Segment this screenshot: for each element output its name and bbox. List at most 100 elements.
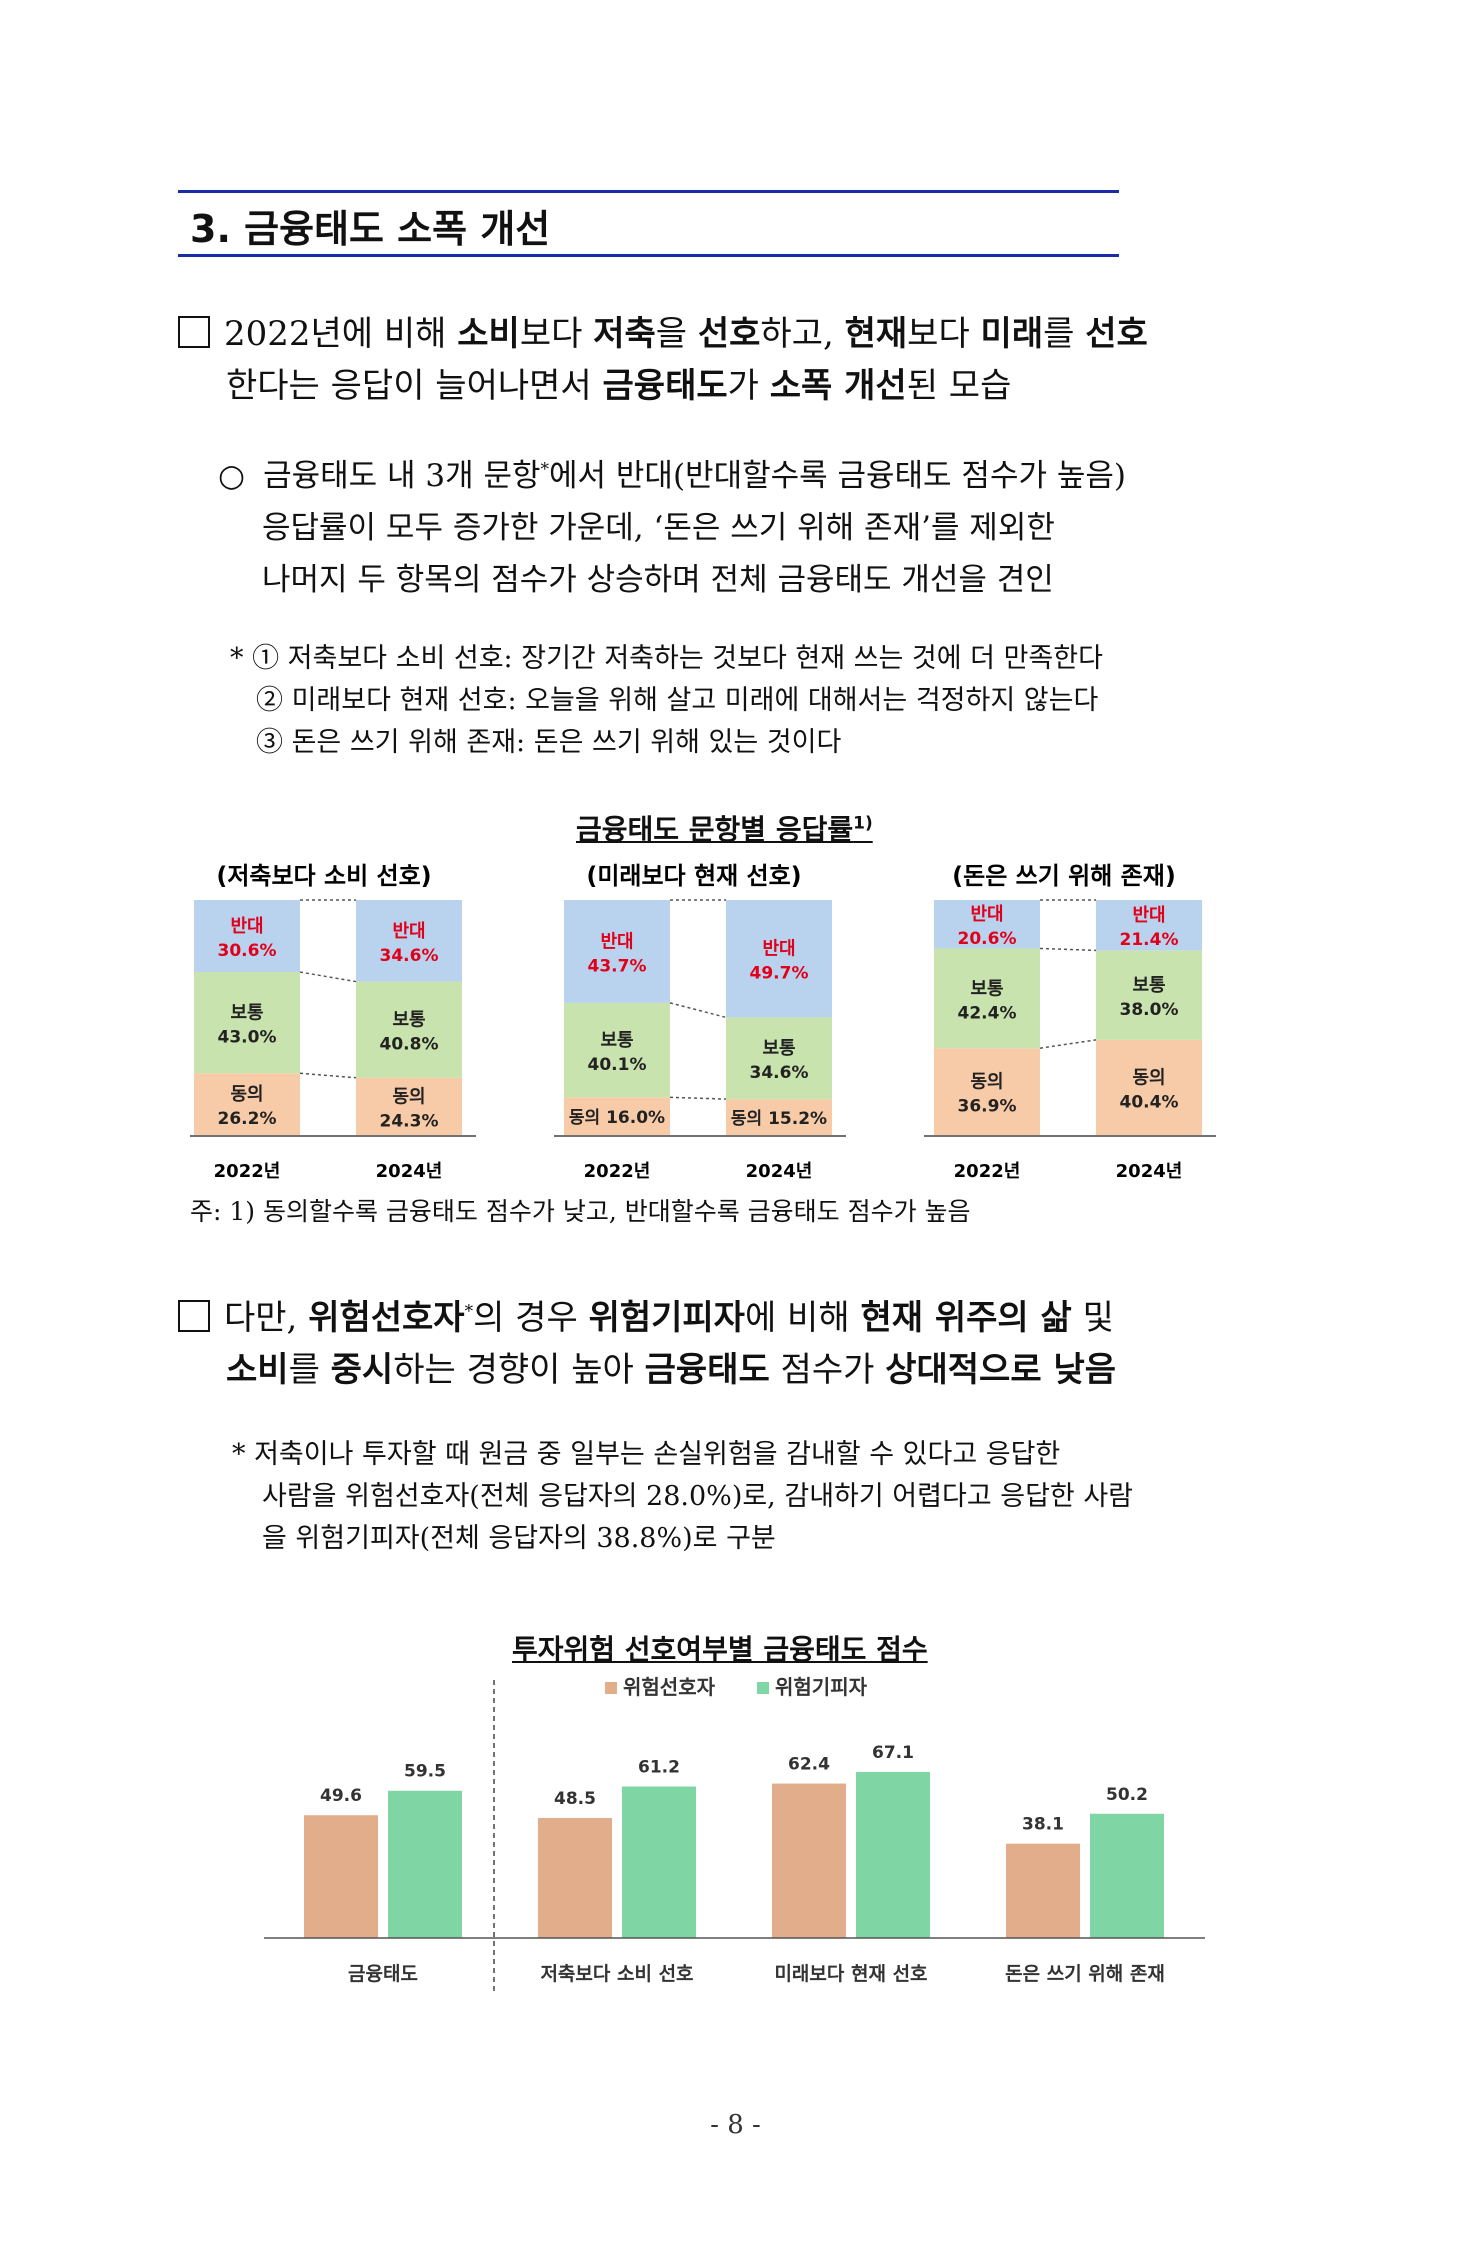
note2-line2: 사람을 위험선호자(전체 응답자의 28.0%)로, 감내하기 어렵다고 응답한… (262, 1481, 1134, 1512)
legend-label: 위험기피자 (775, 1675, 868, 1699)
x-tick-label: 2022년 (584, 1161, 651, 1182)
connector-line (669, 1096, 727, 1100)
x-tick-label: 금융태도 (348, 1963, 418, 1985)
bullet2-line1: 다만, 위험선호자*의 경우 위험기피자에 비해 현재 위주의 삶 및 (178, 1290, 1114, 1339)
x-tick-label: 2024년 (376, 1161, 443, 1182)
segment-name: 보통 (1132, 975, 1165, 996)
x-tick-label: 2024년 (1116, 1161, 1183, 1182)
bar-segment-보통 (194, 972, 300, 1074)
panel-title: (미래보다 현재 선호) (586, 862, 801, 890)
x-tick-label: 2022년 (214, 1161, 281, 1182)
bar-value-label: 67.1 (872, 1743, 914, 1763)
segment-value: 42.4% (958, 1003, 1017, 1023)
x-tick-label: 미래보다 현재 선호 (774, 1963, 927, 1985)
bullet1-line2: 한다는 응답이 늘어나면서 금융태도가 소폭 개선된 모습 (226, 366, 1012, 406)
segment-name: 반대 (762, 939, 795, 960)
bar-segment-반대 (1096, 900, 1202, 951)
bar-위험선호자 (538, 1817, 612, 1938)
segment-name: 반대 (970, 904, 1003, 925)
segment-value: 43.7% (588, 956, 647, 976)
connector-line (299, 971, 357, 983)
bar-segment-동의 (564, 1097, 670, 1135)
bar-value-label: 48.5 (554, 1789, 596, 1809)
bar-segment-보통 (356, 981, 462, 1078)
chart2-title: 투자위험 선호여부별 금융태도 점수 (512, 1633, 928, 1666)
connector-line (669, 1002, 727, 1019)
segment-value: 40.1% (588, 1055, 647, 1075)
segment-value: 24.3% (380, 1111, 439, 1131)
bullet2-line2: 소비를 중시하는 경향이 높아 금융태도 점수가 상대적으로 낮음 (226, 1350, 1116, 1390)
segment-value: 26.2% (218, 1109, 277, 1129)
bar-segment-반대 (726, 900, 832, 1018)
bar-segment-반대 (934, 900, 1040, 949)
chart1-footnote: 주: 1) 동의할수록 금융태도 점수가 낮고, 반대할수록 금융태도 점수가 … (190, 1197, 971, 1226)
bar-위험기피자 (856, 1771, 930, 1938)
bar-value-label: 50.2 (1106, 1785, 1148, 1805)
connector-line (1039, 947, 1097, 952)
legend-swatch (757, 1682, 769, 1694)
segment-label: 동의 15.2% (731, 1109, 827, 1129)
segment-value: 40.4% (1120, 1092, 1179, 1112)
bar-segment-반대 (564, 900, 670, 1003)
note1-line2: ② 미래보다 현재 선호: 오늘을 위해 살고 미래에 대해서는 걱정하지 않는… (256, 685, 1099, 716)
segment-name: 보통 (230, 1003, 263, 1024)
bullet1-line1: 2022년에 비해 소비보다 저축을 선호하고, 현재보다 미래를 선호 (178, 306, 1148, 355)
bar-value-label: 61.2 (638, 1758, 680, 1778)
segment-value: 34.6% (750, 1063, 809, 1083)
bar-segment-동의 (726, 1099, 832, 1135)
bar-segment-동의 (194, 1073, 300, 1135)
bar-value-label: 62.4 (788, 1755, 830, 1775)
panel-title: (돈은 쓰기 위해 존재) (952, 862, 1176, 890)
legend-label: 위험선호자 (623, 1675, 716, 1699)
segment-value: 40.8% (380, 1035, 439, 1055)
segment-name: 보통 (600, 1030, 633, 1051)
bar-segment-보통 (726, 1017, 832, 1100)
segment-name: 동의 (970, 1072, 1003, 1093)
segment-name: 보통 (392, 1010, 425, 1031)
bar-segment-보통 (934, 948, 1040, 1049)
section-title: 3. 금융태도 소폭 개선 (190, 207, 551, 251)
bar-segment-동의 (934, 1048, 1040, 1135)
segment-value: 20.6% (958, 929, 1017, 949)
segment-name: 보통 (762, 1038, 795, 1059)
bar-value-label: 59.5 (404, 1762, 446, 1782)
bar-위험기피자 (1090, 1813, 1164, 1938)
segment-value: 30.6% (218, 941, 277, 961)
segment-value: 49.7% (750, 964, 809, 984)
chart1-title: 금융태도 문항별 응답률1) (576, 813, 873, 846)
bar-위험선호자 (772, 1783, 846, 1938)
section-rule-top (178, 190, 1119, 193)
checkbox-bullet-icon (178, 316, 210, 348)
segment-name: 반대 (230, 916, 263, 937)
segment-value: 34.6% (380, 946, 439, 966)
note1-line1: * ① 저축보다 소비 선호: 장기간 저축하는 것보다 현재 쓰는 것에 더 … (230, 643, 1103, 674)
sub1-line2: 응답률이 모두 증가한 가운데, ‘돈은 쓰기 위해 존재’를 제외한 (262, 510, 1055, 546)
segment-value: 36.9% (958, 1097, 1017, 1117)
bar-위험기피자 (388, 1790, 462, 1938)
segment-name: 동의 (1132, 1067, 1165, 1088)
x-tick-label: 2024년 (746, 1161, 813, 1182)
note1-line3: ③ 돈은 쓰기 위해 존재: 돈은 쓰기 위해 있는 것이다 (256, 727, 842, 758)
sub1-line3: 나머지 두 항목의 점수가 상승하며 전체 금융태도 개선을 견인 (262, 562, 1054, 598)
bar-value-label: 38.1 (1022, 1815, 1064, 1835)
chart1-stacked-bars: (저축보다 소비 선호) 동의 26.2% 보통 43.0% 반대 30.6% 2022년 동의… (190, 862, 1216, 1182)
segment-name: 반대 (392, 921, 425, 942)
x-tick-label: 2022년 (954, 1161, 1021, 1182)
bar-segment-동의 (356, 1077, 462, 1135)
panel-title: (저축보다 소비 선호) (216, 862, 431, 890)
chart2-grouped-bars: 위험선호자 위험기피자 49.6 59.5 금융태도 48.5 61.2 저축보다 소비 선호… (264, 1675, 1205, 1995)
note2-line1: * 저축이나 투자할 때 원금 중 일부는 손실위험을 감내할 수 있다고 응답… (232, 1439, 1061, 1470)
note2-line3: 을 위험기피자(전체 응답자의 38.8%)로 구분 (262, 1523, 776, 1554)
segment-value: 43.0% (218, 1028, 277, 1048)
bar-위험기피자 (622, 1786, 696, 1938)
segment-name: 보통 (970, 978, 1003, 999)
connector-line (1039, 1039, 1097, 1049)
segment-label: 동의 16.0% (569, 1108, 665, 1128)
bar-segment-보통 (1096, 950, 1202, 1040)
connector-line (299, 1072, 357, 1079)
segment-name: 반대 (1132, 905, 1165, 926)
segment-name: 반대 (600, 931, 633, 952)
bar-위험선호자 (1006, 1843, 1080, 1938)
x-tick-label: 돈은 쓰기 위해 존재 (1005, 1963, 1165, 1985)
sub1-line1: ○ 금융태도 내 3개 문항*에서 반대(반대할수록 금융태도 점수가 높음) (218, 458, 1126, 494)
